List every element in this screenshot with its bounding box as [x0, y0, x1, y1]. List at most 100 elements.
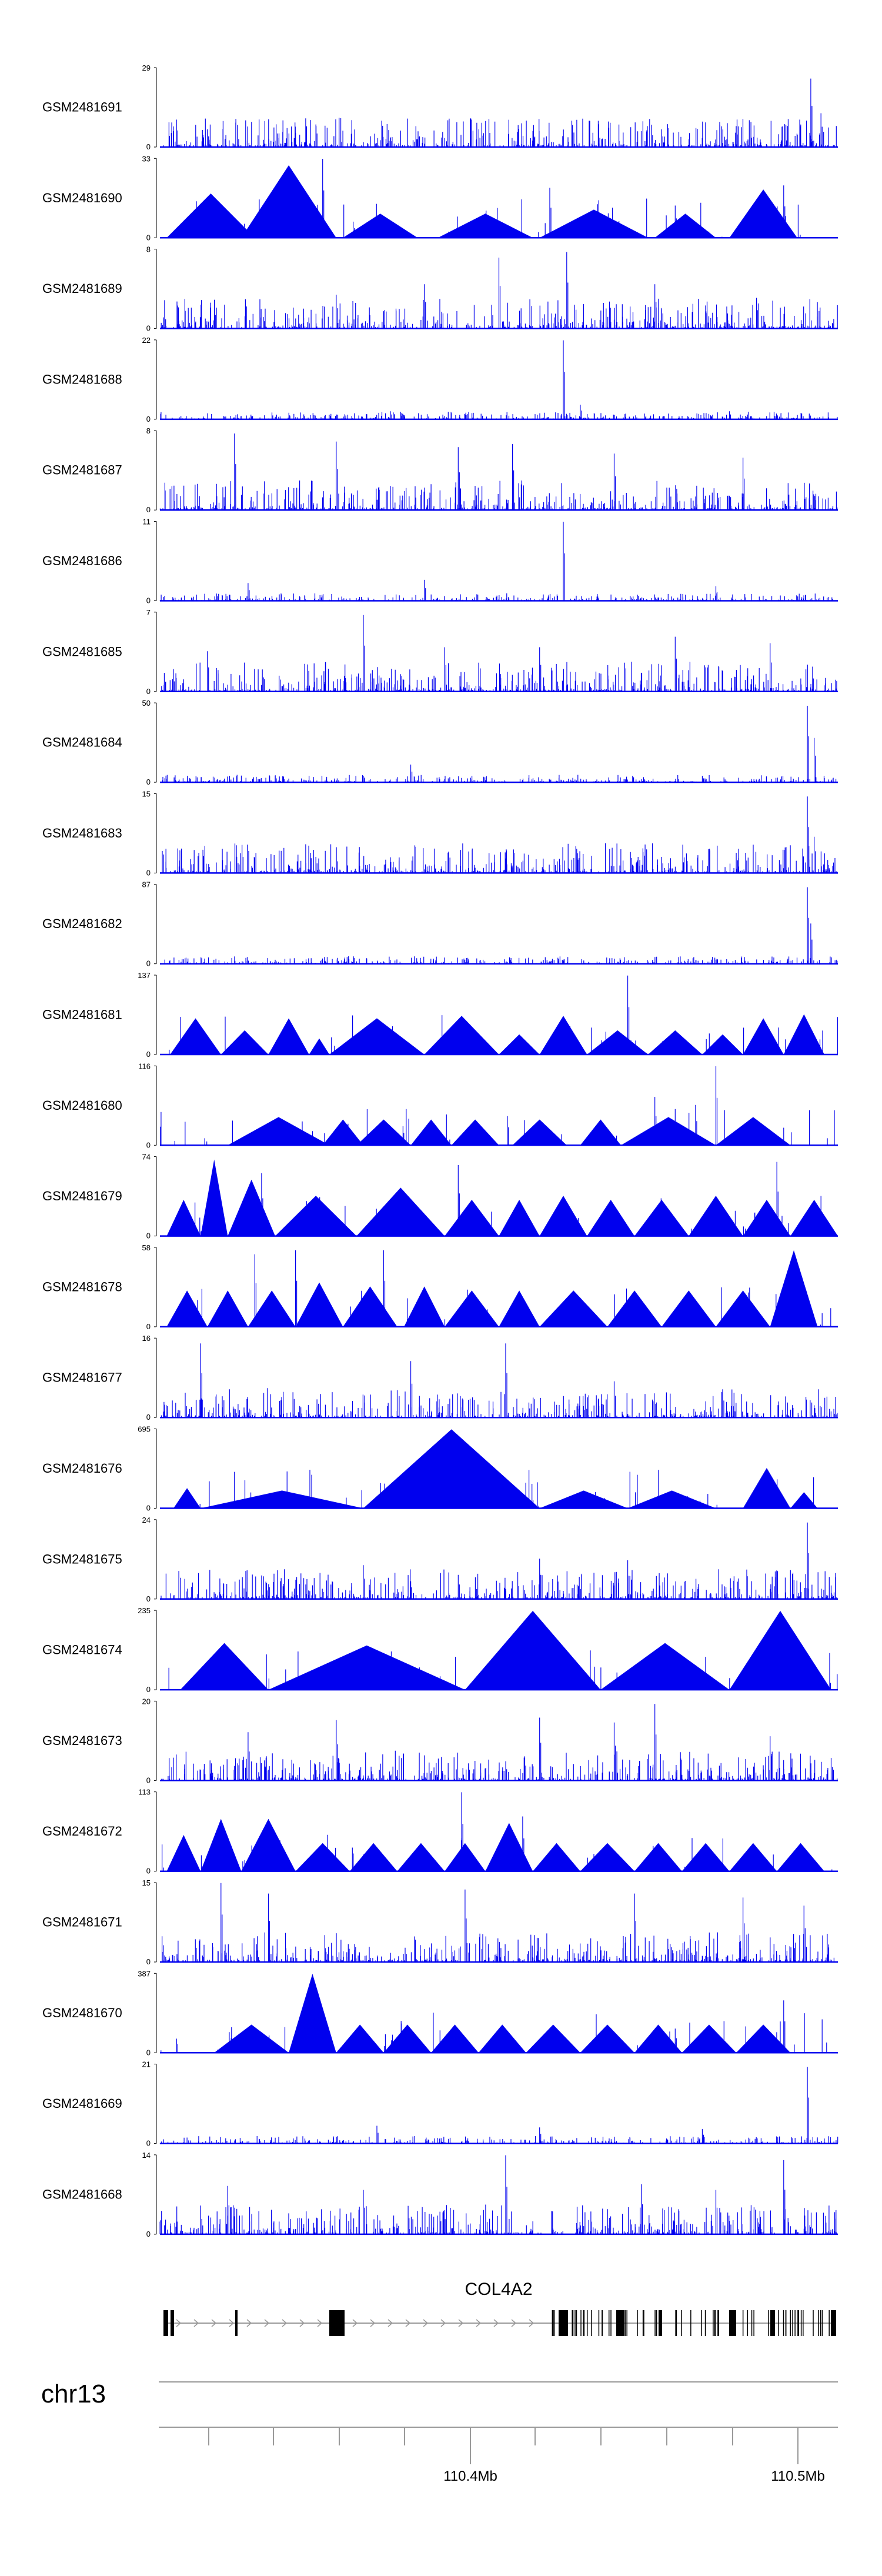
coverage-triangle: [404, 1286, 445, 1327]
coverage-triangle: [201, 1159, 228, 1236]
coverage-triangle: [424, 1016, 499, 1055]
coverage-triangle: [322, 1119, 363, 1146]
y-zero-label: 0: [146, 1594, 151, 1603]
track-GSM2481681: GSM2481681 137 0: [42, 971, 838, 1059]
exon: [329, 2310, 345, 2336]
coverage-triangle: [275, 1196, 357, 1236]
track-label: GSM2481683: [42, 826, 122, 840]
coverage-triangle: [499, 1290, 540, 1327]
exon: [235, 2310, 238, 2336]
coverage-signal: [169, 975, 838, 1055]
track-GSM2481677: GSM2481677 16 0: [42, 1334, 838, 1422]
gene-model-track: COL4A2: [163, 2280, 836, 2336]
coverage-triangle: [736, 2024, 791, 2053]
coverage-triangle: [445, 1290, 499, 1327]
coverage-triangle: [343, 213, 418, 238]
coverage-triangle: [166, 193, 255, 238]
coverage-triangle: [166, 1290, 208, 1327]
y-zero-label: 0: [146, 1685, 151, 1694]
track-GSM2481684: GSM2481684 50 0: [42, 699, 838, 786]
strand-arrow: [299, 2319, 305, 2327]
coverage-triangle: [499, 1034, 540, 1055]
y-max-label: 14: [142, 2151, 151, 2160]
y-max-label: 33: [142, 154, 151, 163]
strand-arrow: [246, 2319, 252, 2327]
coverage-triangle: [201, 1490, 363, 1509]
coverage-triangle: [539, 209, 649, 238]
track-GSM2481682: GSM2481682 87 0: [42, 880, 838, 968]
coverage-triangle: [729, 1843, 777, 1871]
coverage-signal: [159, 2155, 837, 2234]
exon: [171, 2310, 174, 2336]
y-zero-label: 0: [146, 142, 151, 151]
track-GSM2481673: GSM2481673 20 0: [42, 1697, 838, 1784]
track-label: GSM2481679: [42, 1189, 122, 1203]
y-zero-label: 0: [146, 1322, 151, 1331]
coverage-signal: [162, 1883, 834, 1962]
coverage-triangle: [336, 2024, 384, 2053]
track-label: GSM2481688: [42, 372, 122, 386]
coverage-triangle: [207, 1290, 248, 1327]
coverage-triangle: [621, 1117, 716, 1146]
coverage-triangle: [600, 1643, 730, 1690]
track-GSM2481683: GSM2481683 15 0: [42, 789, 838, 877]
coverage-triangle: [662, 1290, 716, 1327]
strand-arrow: [423, 2319, 429, 2327]
coverage-triangle: [445, 1843, 486, 1871]
coverage-triangle: [173, 1488, 201, 1509]
strand-arrow: [476, 2319, 482, 2327]
y-max-label: 29: [142, 64, 151, 72]
y-max-label: 8: [146, 245, 151, 254]
strand-arrow: [370, 2319, 376, 2327]
y-max-label: 87: [142, 880, 151, 889]
coverage-triangle: [228, 1179, 276, 1236]
coverage-triangle: [445, 1199, 499, 1236]
track-label: GSM2481690: [42, 191, 122, 205]
coverage-triangle: [681, 1843, 730, 1871]
coverage-signal: [161, 1522, 837, 1599]
coverage-signal: [162, 887, 838, 964]
coverage-triangle: [533, 1843, 580, 1871]
track-GSM2481690: GSM2481690 33 0: [42, 154, 838, 242]
strand-arrow: [387, 2319, 393, 2327]
coverage-triangle: [607, 1290, 662, 1327]
y-max-label: 235: [138, 1606, 151, 1615]
coverage-triangle: [702, 1034, 743, 1055]
coverage-triangle: [512, 1119, 567, 1146]
track-GSM2481689: GSM2481689 8 0: [42, 245, 838, 333]
coverage-triangle: [783, 1014, 824, 1055]
coverage-triangle: [777, 1843, 824, 1871]
exon: [559, 2310, 568, 2336]
track-label: GSM2481669: [42, 2096, 122, 2111]
y-max-label: 113: [138, 1788, 151, 1797]
track-label: GSM2481676: [42, 1461, 122, 1476]
coverage-triangle: [634, 1199, 689, 1236]
track-GSM2481674: GSM2481674 235 0: [42, 1606, 838, 1694]
coverage-triangle: [248, 1290, 296, 1327]
coverage-triangle: [539, 1196, 587, 1236]
coverage-triangle: [627, 1490, 716, 1509]
track-GSM2481678: GSM2481678 58 0: [42, 1243, 838, 1331]
track-label: GSM2481682: [42, 916, 122, 931]
coverage-triangle: [451, 1119, 499, 1146]
y-max-label: 24: [142, 1516, 151, 1524]
coverage-triangle: [587, 1030, 649, 1055]
track-GSM2481680: GSM2481680 116 0: [42, 1062, 838, 1149]
track-GSM2481671: GSM2481671 15 0: [42, 1878, 838, 1966]
coverage-signal: [160, 340, 838, 419]
coverage-signal: [162, 796, 837, 873]
y-max-label: 116: [138, 1062, 151, 1070]
axis-ticks: [208, 2427, 799, 2464]
strand-arrow: [352, 2319, 358, 2327]
y-zero-label: 0: [146, 1232, 151, 1240]
strand-arrow: [458, 2319, 464, 2327]
track-label: GSM2481670: [42, 2006, 122, 2020]
exon: [831, 2310, 836, 2336]
x-tick-label-110.4: 110.4Mb: [443, 2468, 497, 2484]
y-zero-label: 0: [146, 2230, 151, 2238]
track-GSM2481672: GSM2481672 113 0: [42, 1788, 838, 1876]
coverage-triangle: [539, 1016, 587, 1055]
y-max-label: 15: [142, 1878, 151, 1887]
coverage-signal: [168, 1650, 838, 1690]
y-zero-label: 0: [146, 2139, 151, 2148]
